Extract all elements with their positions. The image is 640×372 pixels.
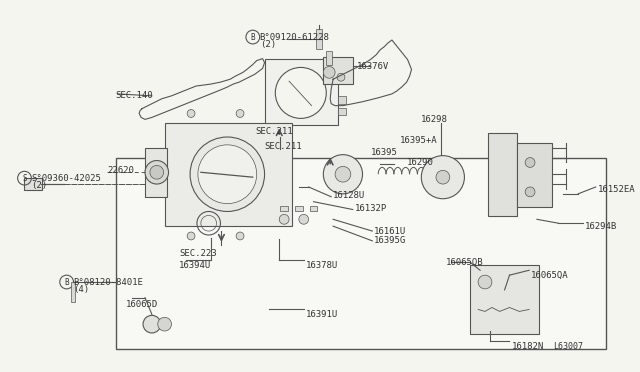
Text: SEC.223: SEC.223 xyxy=(179,249,217,258)
Circle shape xyxy=(187,232,195,240)
Circle shape xyxy=(275,67,326,118)
Text: 22620: 22620 xyxy=(108,166,134,175)
Text: 16182N: 16182N xyxy=(511,342,544,351)
Text: SEC.211: SEC.211 xyxy=(264,142,302,151)
Text: 16161U: 16161U xyxy=(374,227,406,235)
Bar xyxy=(164,123,292,226)
Circle shape xyxy=(150,166,164,179)
Circle shape xyxy=(299,214,308,224)
Circle shape xyxy=(236,110,244,118)
Circle shape xyxy=(323,155,362,194)
Bar xyxy=(488,133,517,217)
Text: 16376V: 16376V xyxy=(356,62,389,71)
Circle shape xyxy=(335,166,351,182)
Circle shape xyxy=(436,170,450,184)
Text: S°09360-42025: S°09360-42025 xyxy=(31,174,101,183)
Circle shape xyxy=(187,110,195,118)
Text: B°08120-8401E: B°08120-8401E xyxy=(74,278,143,286)
Text: 16394U: 16394U xyxy=(179,261,212,270)
Bar xyxy=(264,59,338,125)
Text: 16065QA: 16065QA xyxy=(531,271,569,280)
Circle shape xyxy=(236,232,244,240)
Bar xyxy=(470,265,539,334)
Text: 16294B: 16294B xyxy=(585,222,617,231)
Text: 16152EA: 16152EA xyxy=(598,185,636,195)
Text: 16391U: 16391U xyxy=(306,310,338,319)
Circle shape xyxy=(143,315,161,333)
Text: 16395: 16395 xyxy=(371,148,397,157)
Bar xyxy=(323,57,353,84)
Bar xyxy=(280,206,288,211)
Text: 16395G: 16395G xyxy=(374,236,406,246)
Text: 16132P: 16132P xyxy=(355,204,387,213)
Text: S: S xyxy=(22,174,27,183)
Circle shape xyxy=(279,214,289,224)
Bar xyxy=(517,143,552,206)
Bar xyxy=(116,158,605,349)
Text: 16065QB: 16065QB xyxy=(446,258,483,267)
Text: B: B xyxy=(64,278,69,286)
Text: SEC.140: SEC.140 xyxy=(116,92,153,100)
Text: (2): (2) xyxy=(260,41,276,49)
Text: SEC.211: SEC.211 xyxy=(256,126,293,136)
Circle shape xyxy=(157,317,172,331)
Bar xyxy=(338,96,346,104)
Text: L63007: L63007 xyxy=(554,342,584,351)
Text: (4): (4) xyxy=(74,285,90,294)
Text: 16290: 16290 xyxy=(406,158,433,167)
Bar xyxy=(316,29,323,49)
Bar xyxy=(24,178,42,190)
Text: 16378U: 16378U xyxy=(306,261,338,270)
Circle shape xyxy=(198,145,257,203)
Circle shape xyxy=(525,187,535,197)
Bar xyxy=(310,206,317,211)
Circle shape xyxy=(190,137,264,211)
Text: 16298: 16298 xyxy=(421,115,448,124)
Bar xyxy=(145,148,166,197)
Circle shape xyxy=(421,155,465,199)
Circle shape xyxy=(337,73,345,81)
Text: 16395+A: 16395+A xyxy=(400,137,437,145)
Bar xyxy=(295,206,303,211)
Bar xyxy=(70,282,76,302)
Text: B: B xyxy=(250,33,255,42)
Circle shape xyxy=(145,161,168,184)
Text: (2): (2) xyxy=(31,182,47,190)
Circle shape xyxy=(525,158,535,167)
Circle shape xyxy=(323,67,335,78)
Text: 16128U: 16128U xyxy=(333,191,365,200)
Bar xyxy=(326,51,332,64)
Text: B°09120-61228: B°09120-61228 xyxy=(260,33,330,42)
Circle shape xyxy=(478,275,492,289)
Bar xyxy=(338,108,346,115)
Text: 16065D: 16065D xyxy=(125,300,157,309)
